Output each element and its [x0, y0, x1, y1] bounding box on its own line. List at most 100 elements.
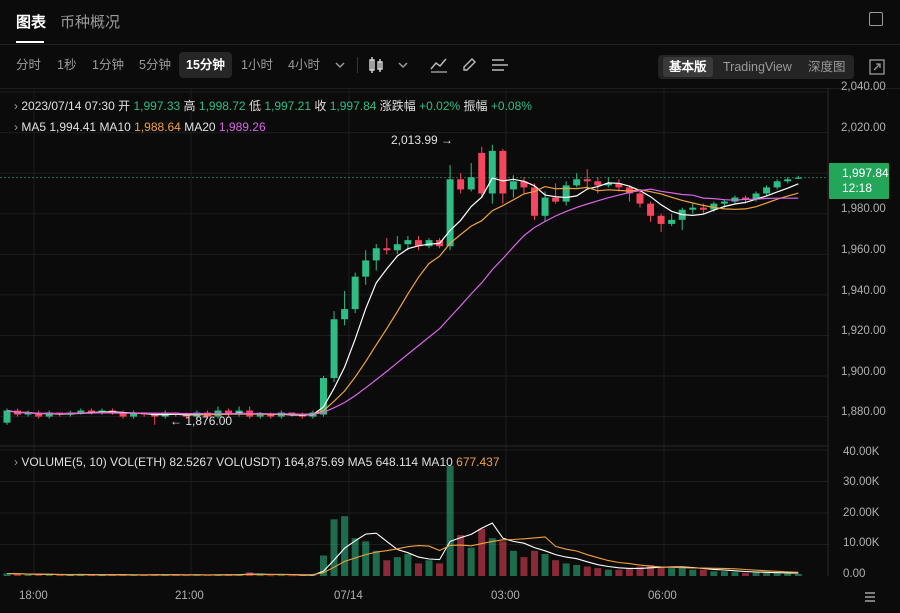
- volume-bar: [752, 572, 760, 576]
- volume-ma-group: [6, 522, 799, 576]
- volume-bar: [404, 553, 412, 576]
- indicators-icon[interactable]: [430, 57, 448, 73]
- ma20-line: [6, 188, 799, 415]
- volume-info: › VOLUME(5, 10) VOL(ETH) 82.5267 VOL(USD…: [14, 455, 500, 469]
- volume-bar: [636, 566, 644, 576]
- volume-bar: [393, 557, 401, 576]
- candle-body: [320, 378, 327, 415]
- volume-bar: [699, 569, 707, 576]
- interval-5m[interactable]: 5分钟: [139, 58, 171, 72]
- interval-timeshare[interactable]: 分时: [16, 58, 42, 72]
- candle-body: [541, 197, 549, 216]
- toolbar-separator: [0, 88, 900, 89]
- candle-body: [720, 201, 728, 204]
- candle-body: [657, 215, 665, 224]
- vol-eth-value: 82.5267: [169, 455, 213, 469]
- high-annotation-value: 2,013.99: [391, 133, 438, 147]
- view-depth[interactable]: 深度图: [808, 60, 846, 74]
- volume-bar: [784, 573, 792, 576]
- candle-body: [425, 240, 433, 247]
- candle-body: [731, 197, 739, 202]
- view-basic[interactable]: 基本版: [663, 57, 713, 77]
- chart-toolbar: 分时 1秒 1分钟 5分钟 15分钟 1小时 4小时: [0, 52, 900, 82]
- interval-1h[interactable]: 1小时: [241, 58, 273, 72]
- volume-bar: [45, 574, 53, 576]
- active-tab-indicator: [16, 41, 44, 43]
- view-tradingview[interactable]: TradingView: [723, 60, 792, 74]
- volume-bar: [742, 572, 749, 576]
- volume-axis-label: 30.00K: [843, 476, 880, 488]
- candle-body: [393, 244, 401, 251]
- ma-info: › MA5 1,994.41 MA10 1,988.64 MA20 1,989.…: [14, 120, 266, 134]
- interval-4h[interactable]: 4小时: [288, 58, 320, 72]
- candle-body: [710, 203, 718, 210]
- candle-body: [594, 181, 602, 186]
- volume-bar: [531, 550, 538, 576]
- volume-bar: [35, 574, 43, 576]
- ma5-label: MA5: [21, 120, 47, 134]
- time-axis-label: 07/14: [334, 590, 363, 602]
- candle-body: [742, 197, 749, 200]
- volume-bar: [24, 574, 32, 576]
- fullscreen-icon[interactable]: [869, 59, 885, 75]
- volume-label: VOLUME(5, 10): [21, 455, 107, 469]
- vol-eth-label: VOL(ETH): [110, 455, 167, 469]
- time-axis-label: 18:00: [19, 590, 48, 602]
- candle-body: [499, 150, 507, 194]
- ma5-value: 1,994.41: [49, 120, 97, 134]
- settings-list-icon[interactable]: [491, 58, 509, 72]
- volume-collapse-chevron-icon[interactable]: ›: [14, 455, 18, 469]
- candle-body: [763, 187, 771, 194]
- low-label: 低: [248, 99, 261, 113]
- volume-bar: [509, 550, 517, 576]
- ma-collapse-chevron-icon[interactable]: ›: [14, 120, 18, 134]
- amplitude-value: +0.08%: [490, 99, 532, 113]
- more-intervals-chevron-icon[interactable]: [334, 60, 346, 70]
- interval-15m[interactable]: 15分钟: [179, 52, 232, 78]
- chart-type-chevron-icon[interactable]: [397, 60, 409, 70]
- window-icon[interactable]: [869, 12, 883, 26]
- ma10-label: MA10: [99, 120, 131, 134]
- candle-type-icon[interactable]: [367, 56, 385, 74]
- candle-body: [24, 412, 32, 415]
- volume-bar: [161, 574, 169, 576]
- time-axis-label: 06:00: [648, 590, 677, 602]
- low-annotation-value: 1,876.00: [185, 414, 233, 428]
- vol-usdt-value: 164,875.69: [284, 455, 345, 469]
- tab-chart[interactable]: 图表: [16, 14, 47, 31]
- volume-bar: [330, 519, 338, 576]
- candle-body: [256, 414, 264, 417]
- volume-bar: [625, 568, 633, 576]
- volume-bar: [14, 574, 22, 576]
- candle-body: [478, 152, 486, 194]
- candle-body: [3, 410, 11, 423]
- chart-settings-icon[interactable]: [863, 590, 877, 604]
- candle-body: [509, 181, 517, 190]
- last-price-tag: 1,997.84 12:18: [829, 163, 889, 199]
- volume-bar: [256, 575, 264, 577]
- candle-body: [414, 240, 422, 247]
- interval-1m[interactable]: 1分钟: [92, 58, 124, 72]
- candle-datetime: 2023/07/14 07:30: [21, 99, 115, 113]
- interval-1s[interactable]: 1秒: [57, 58, 77, 72]
- collapse-chevron-icon[interactable]: ›: [14, 99, 18, 113]
- ohlc-info: › 2023/07/14 07:30 开 1,997.33 高 1,998.72…: [14, 97, 532, 114]
- volume-axis-label: 10.00K: [843, 537, 880, 549]
- volume-bar: [372, 550, 380, 576]
- volume-bar: [647, 564, 655, 576]
- amplitude-label: 振幅: [463, 99, 488, 113]
- candle-body: [341, 309, 349, 320]
- candle-body: [446, 179, 454, 247]
- candle-body: [35, 412, 43, 417]
- high-value: 1,998.72: [198, 99, 246, 113]
- tab-coin-overview[interactable]: 币种概况: [60, 14, 121, 31]
- volume-bar: [119, 574, 127, 576]
- open-label: 开: [118, 99, 131, 113]
- candle-body: [752, 193, 760, 200]
- change-label: 涨跌幅: [379, 99, 416, 113]
- drawing-pencil-icon[interactable]: [461, 57, 477, 73]
- candle-body: [330, 319, 338, 379]
- volume-bar: [668, 568, 676, 576]
- candle-body: [604, 183, 612, 186]
